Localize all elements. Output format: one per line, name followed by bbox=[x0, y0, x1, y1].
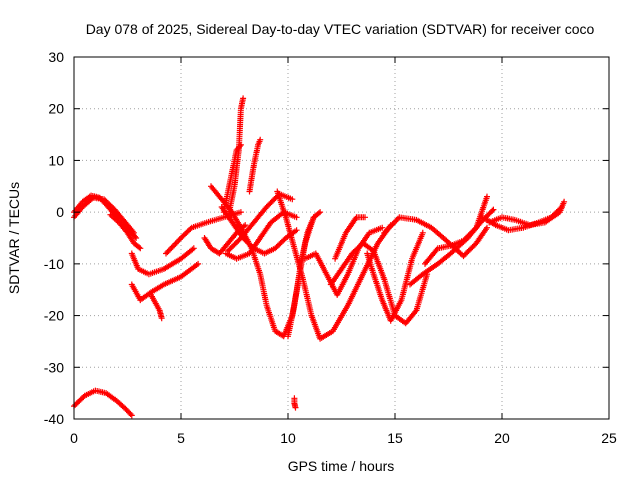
data-point-markers bbox=[332, 214, 368, 262]
y-tick-label: 30 bbox=[48, 49, 64, 65]
y-tick-label: 10 bbox=[48, 152, 64, 168]
series-prn-o bbox=[246, 136, 264, 195]
data-point-markers bbox=[381, 214, 490, 260]
y-tick-label: 0 bbox=[56, 204, 64, 220]
y-axis-label: SDTVAR / TECUs bbox=[6, 182, 22, 294]
data-point-markers bbox=[128, 245, 197, 278]
data-point-markers bbox=[107, 211, 144, 252]
data-point-markers bbox=[291, 395, 299, 411]
series-prn-c bbox=[107, 211, 144, 252]
y-tick-label: 20 bbox=[48, 101, 64, 117]
series-prn-n bbox=[220, 141, 244, 216]
y-tick-label: -20 bbox=[44, 308, 64, 324]
data-point-markers bbox=[246, 136, 264, 195]
series-prn-f bbox=[148, 291, 165, 322]
x-tick-label: 15 bbox=[387, 430, 403, 446]
data-points bbox=[71, 95, 568, 419]
series-prn-z bbox=[486, 198, 568, 229]
y-tick-labels: -40 -30 -20 -10 0 10 20 30 bbox=[44, 49, 64, 427]
data-point-markers bbox=[148, 291, 165, 322]
data-point-markers bbox=[364, 229, 426, 324]
x-tick-label: 0 bbox=[70, 430, 78, 446]
data-point-markers bbox=[220, 141, 244, 216]
series-prn-e bbox=[128, 260, 202, 304]
data-point-markers bbox=[225, 191, 296, 254]
x-tick-label: 25 bbox=[601, 430, 617, 446]
series-prn-ab bbox=[291, 395, 299, 411]
series-prn-d bbox=[128, 245, 197, 278]
x-tick-label: 10 bbox=[280, 430, 296, 446]
chart-title: Day 078 of 2025, Sidereal Day-to-day VTE… bbox=[86, 21, 595, 37]
data-point-markers bbox=[128, 260, 202, 304]
series-prn-u bbox=[364, 229, 426, 324]
series-prn-k bbox=[225, 191, 296, 254]
y-tick-label: -10 bbox=[44, 256, 64, 272]
axis-ticks bbox=[73, 56, 610, 420]
plot-frame bbox=[73, 56, 610, 420]
series-prn-t bbox=[332, 214, 368, 262]
data-point-markers bbox=[486, 198, 568, 229]
y-tick-label: -30 bbox=[44, 359, 64, 375]
data-point-markers bbox=[285, 209, 324, 340]
x-tick-label: 5 bbox=[177, 430, 185, 446]
series-prn-q bbox=[285, 209, 324, 340]
x-tick-label: 20 bbox=[494, 430, 510, 446]
y-tick-label: -40 bbox=[44, 411, 64, 427]
series-prn-v bbox=[381, 214, 490, 260]
x-tick-labels: 0 5 10 15 20 25 bbox=[70, 430, 617, 446]
x-axis-label: GPS time / hours bbox=[288, 458, 395, 474]
